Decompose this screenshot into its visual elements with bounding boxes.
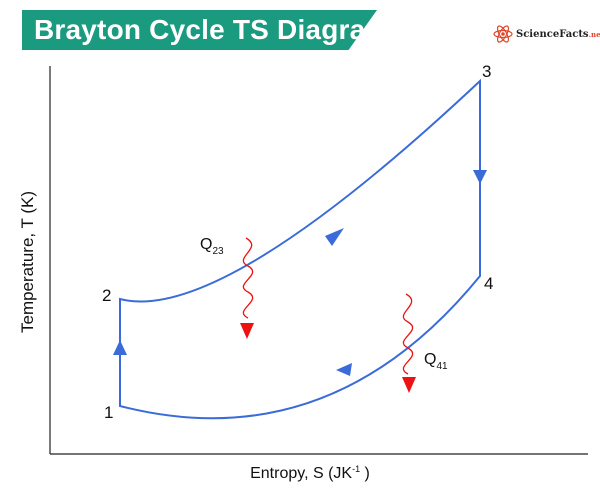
heat-arrow-icon bbox=[240, 323, 254, 339]
arrow-right-icon bbox=[325, 228, 344, 246]
heat-wave-icon bbox=[402, 293, 414, 375]
heat-arrow-icon bbox=[402, 377, 416, 393]
point-2-label: 2 bbox=[102, 286, 111, 305]
heat-q23-label: Q23 bbox=[200, 236, 224, 257]
brayton-cycle-path bbox=[119, 78, 481, 420]
arrow-left-icon bbox=[336, 363, 352, 376]
site-logo: ScienceFacts.net bbox=[492, 24, 600, 44]
heat-wave-icon bbox=[242, 237, 254, 319]
diagram-title: Brayton Cycle TS Diagram bbox=[34, 14, 391, 45]
y-axis-label: Temperature, T (K) bbox=[18, 191, 37, 333]
title-banner bbox=[22, 10, 377, 50]
heat-q41-label: Q41 bbox=[424, 351, 448, 372]
point-1-label: 1 bbox=[104, 403, 113, 422]
arrow-up-icon bbox=[113, 340, 127, 355]
logo-tld: .net bbox=[588, 29, 600, 39]
point-4-label: 4 bbox=[484, 274, 493, 293]
atom-logo-icon bbox=[493, 25, 513, 43]
logo-name: ScienceFacts bbox=[516, 28, 589, 40]
point-3-label: 3 bbox=[482, 62, 491, 81]
arrow-down-icon bbox=[473, 170, 487, 184]
x-axis-label: Entropy, S (JK-1 ) bbox=[250, 464, 370, 482]
